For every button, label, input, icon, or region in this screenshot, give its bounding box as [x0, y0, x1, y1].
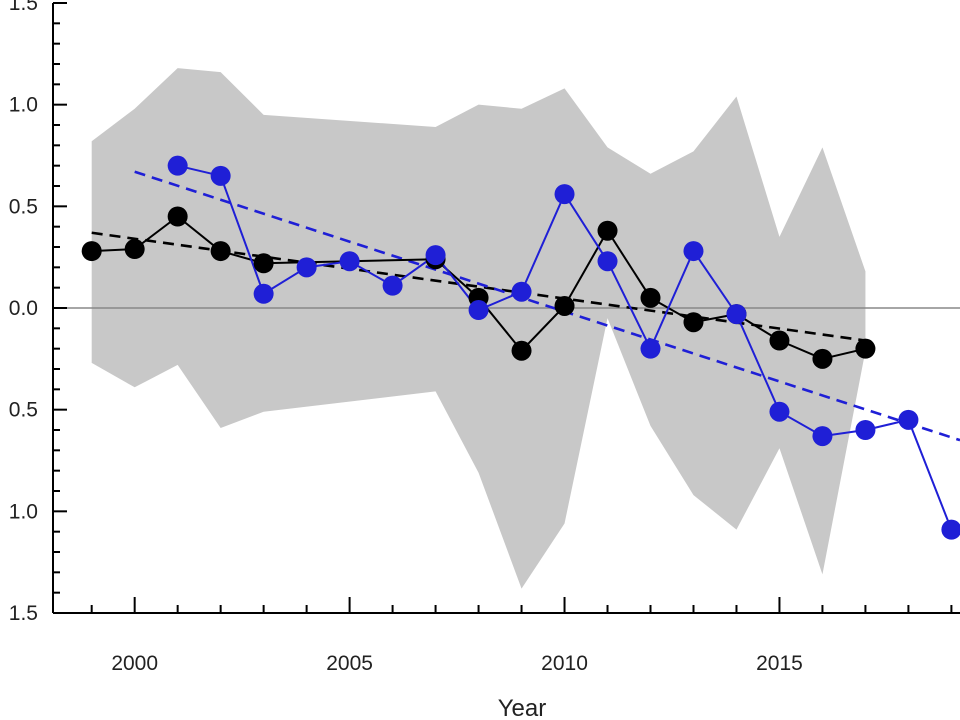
data-point-blue-2018 [898, 409, 919, 430]
confidence-band [91, 68, 866, 589]
data-point-blue-2001 [167, 155, 188, 176]
data-point-black-2015 [769, 330, 790, 351]
data-point-blue-2015 [769, 401, 790, 422]
x-tick-label-2005: 2005 [326, 652, 373, 675]
y-tick-label-2: 0.5 [9, 195, 38, 218]
data-point-blue-2007 [425, 245, 446, 266]
data-point-blue-2006 [382, 275, 403, 296]
data-point-blue-2003 [253, 283, 274, 304]
y-tick-label-6: 1.5 [9, 602, 38, 625]
data-point-black-2002 [210, 241, 231, 262]
x-axis-title: Year [498, 695, 547, 720]
data-point-blue-2009 [511, 281, 532, 302]
plot-area [53, 68, 960, 589]
y-tick-label-5: 1.0 [9, 500, 38, 523]
data-point-blue-2010 [554, 184, 575, 205]
x-tick-label-2015: 2015 [756, 652, 803, 675]
data-point-blue-2013 [683, 241, 704, 262]
data-point-blue-2016 [812, 426, 833, 447]
data-point-blue-2002 [210, 165, 231, 186]
data-point-black-2016 [812, 348, 833, 369]
data-point-black-2013 [683, 312, 704, 333]
axis-ticks [53, 2, 953, 614]
y-tick-label-3: 0.0 [9, 297, 38, 320]
data-point-blue-2008 [468, 300, 489, 321]
data-point-black-2012 [640, 287, 661, 308]
y-tick-label-0: 1.5 [9, 0, 38, 15]
data-point-black-2010 [554, 295, 575, 316]
y-tick-label-4: 0.5 [9, 399, 38, 422]
series-line-black [91, 215, 866, 360]
data-point-blue-2019 [941, 519, 960, 540]
series-layer [81, 155, 960, 540]
data-point-black-2003 [253, 253, 274, 274]
x-tick-label-2000: 2000 [111, 652, 158, 675]
data-point-black-2001 [167, 206, 188, 227]
data-point-black-2017 [855, 338, 876, 359]
data-point-blue-2017 [855, 420, 876, 440]
data-point-blue-2012 [640, 338, 661, 359]
data-point-black-2009 [511, 340, 532, 361]
data-point-blue-2005 [339, 251, 360, 272]
trend-line-blue [134, 170, 960, 442]
data-point-black-2011 [597, 220, 618, 241]
confidence-band-layer [91, 68, 866, 589]
data-point-black-2000 [124, 239, 145, 260]
data-point-blue-2004 [296, 257, 317, 278]
y-tick-label-1: 1.0 [9, 94, 38, 117]
x-tick-label-2010: 2010 [541, 652, 588, 675]
data-point-blue-2011 [597, 251, 618, 272]
data-point-blue-2014 [726, 304, 747, 325]
tick-labels: 1.5 1.0 0.5 0.0 0.5 1.0 1.5 2000 2005 2010 2015 [9, 0, 803, 675]
data-point-black-1999 [81, 241, 102, 262]
